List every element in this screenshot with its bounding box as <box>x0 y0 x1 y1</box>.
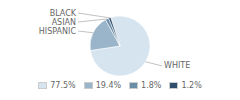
svg-text:ASIAN: ASIAN <box>52 18 76 27</box>
svg-text:BLACK: BLACK <box>50 9 77 18</box>
svg-text:HISPANIC: HISPANIC <box>39 27 77 36</box>
svg-text:WHITE: WHITE <box>164 61 190 70</box>
html-text:77.5%: 77.5% <box>50 80 76 90</box>
html-text:1.2%: 1.2% <box>181 80 202 90</box>
html-text:19.4%: 19.4% <box>95 80 122 90</box>
html-text:1.8%: 1.8% <box>141 80 162 90</box>
